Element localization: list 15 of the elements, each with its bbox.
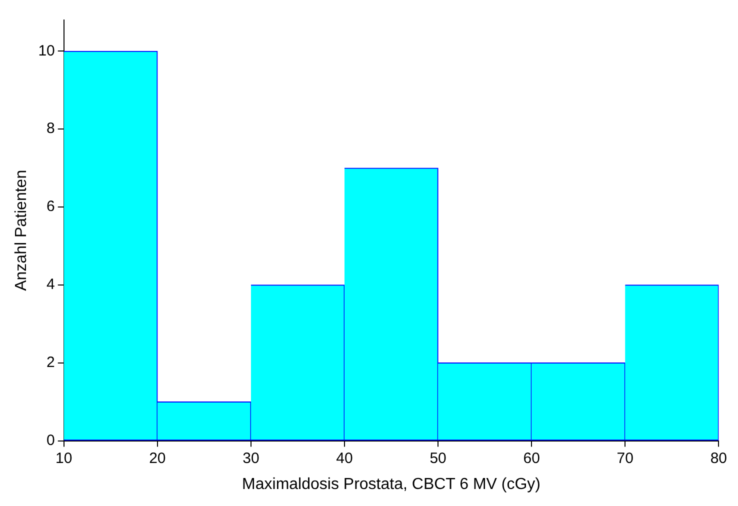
x-tick-label: 30	[242, 450, 260, 467]
y-tick-label: 6	[46, 198, 55, 216]
x-tick-label: 80	[710, 450, 727, 467]
y-tick-label: 0	[46, 432, 55, 449]
y-tick-label: 2	[46, 354, 55, 372]
y-tick-label: 10	[38, 42, 55, 60]
y-axis-title: Anzahl Patienten	[13, 170, 30, 291]
x-tick-label: 40	[336, 450, 353, 467]
y-tick-label: 4	[46, 276, 55, 294]
x-axis-title: Maximaldosis Prostata, CBCT 6 MV (cGy)	[242, 476, 540, 493]
x-tick-label: 20	[149, 450, 166, 467]
y-tick-label: 8	[46, 120, 55, 138]
x-tick-label: 70	[616, 450, 634, 467]
x-tick-label: 60	[523, 450, 540, 467]
x-tick-label: 50	[430, 450, 446, 467]
